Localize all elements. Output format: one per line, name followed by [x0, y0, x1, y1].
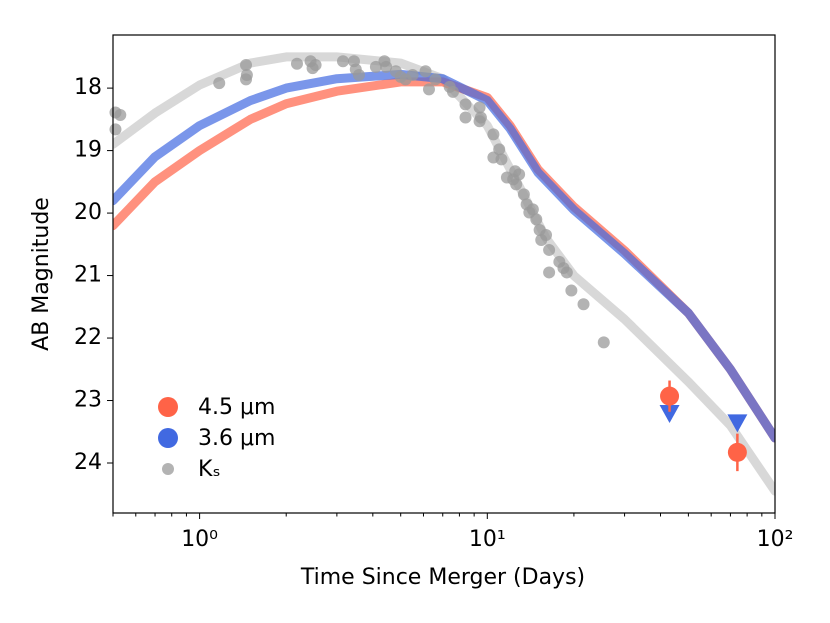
circle-marker [565, 284, 578, 297]
x-tick-label: 10⁰ [181, 527, 218, 552]
x-tick-label: 10² [757, 527, 794, 552]
circle-marker [473, 101, 486, 114]
y-tick-label: 22 [74, 325, 102, 350]
circle-marker [336, 55, 349, 68]
circle-marker [447, 85, 460, 98]
legend-marker [162, 463, 174, 475]
circle-marker [290, 57, 303, 70]
triangle-marker [727, 414, 748, 433]
legend-label: 3.6 μm [198, 426, 275, 451]
y-tick-label: 24 [74, 450, 102, 475]
y-tick-label: 18 [74, 75, 102, 100]
y-tick-label: 19 [74, 138, 102, 163]
circle-marker [419, 65, 432, 78]
data-points [109, 55, 748, 472]
y-axis-label: AB Magnitude [29, 197, 54, 351]
circle-marker [513, 168, 526, 181]
circle-marker [540, 228, 553, 241]
circle-marker [213, 77, 226, 90]
circle-marker [727, 442, 747, 462]
legend-marker [158, 428, 178, 448]
circle-marker [473, 115, 486, 128]
circle-marker [114, 108, 127, 121]
triangle-marker [659, 405, 680, 424]
y-tick-label: 20 [74, 200, 102, 225]
circle-marker [422, 83, 435, 96]
circle-marker [309, 58, 322, 71]
circle-marker [530, 213, 543, 226]
x-tick-label: 10¹ [469, 527, 506, 552]
circle-marker [352, 68, 365, 81]
circle-marker [495, 153, 508, 166]
model-curve [113, 69, 775, 443]
circle-marker [487, 128, 500, 141]
circle-marker [240, 68, 253, 81]
circle-marker [510, 178, 523, 191]
plot-frame [112, 34, 776, 514]
legend-label: Kₛ [198, 457, 221, 482]
circle-marker [597, 336, 610, 349]
circle-marker [459, 98, 472, 111]
circle-marker [240, 58, 253, 71]
legend-marker [158, 397, 178, 417]
model-curve [113, 77, 775, 443]
circle-marker [406, 68, 419, 81]
x-axis-label: Time Since Merger (Days) [300, 565, 585, 590]
y-tick-label: 23 [74, 388, 102, 413]
circle-marker [493, 143, 506, 156]
circle-marker [560, 266, 573, 279]
circle-marker [429, 73, 442, 86]
circle-marker [543, 243, 556, 256]
circle-marker [543, 266, 556, 279]
circle-marker [577, 298, 590, 311]
legend-label: 4.5 μm [198, 395, 275, 420]
circle-marker [660, 386, 680, 406]
circle-marker [380, 60, 393, 73]
circle-marker [459, 111, 472, 124]
circle-marker [369, 60, 382, 73]
y-tick-label: 21 [74, 263, 102, 288]
circle-marker [109, 123, 122, 136]
circle-marker [517, 188, 530, 201]
circle-marker [526, 203, 539, 216]
